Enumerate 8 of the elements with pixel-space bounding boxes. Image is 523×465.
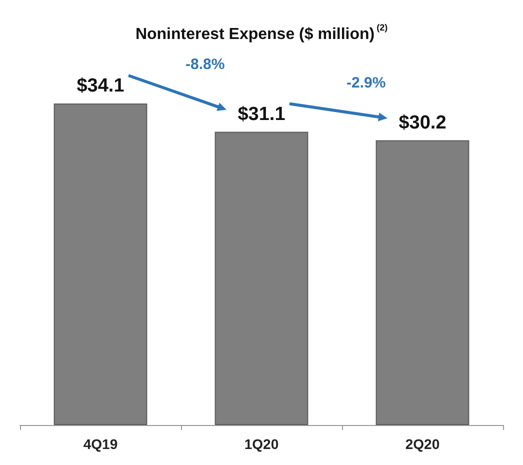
data-label: $31.1: [238, 104, 286, 125]
x-tick-label: 4Q19: [83, 436, 118, 452]
x-tick-label: 2Q20: [405, 436, 440, 452]
text: -8.8%: [186, 56, 225, 74]
data-label: $34.1: [76, 75, 125, 96]
data-label: $30.2: [398, 112, 446, 134]
text: -2.9%: [346, 74, 386, 92]
x-tick-label: 1Q20: [244, 436, 279, 452]
